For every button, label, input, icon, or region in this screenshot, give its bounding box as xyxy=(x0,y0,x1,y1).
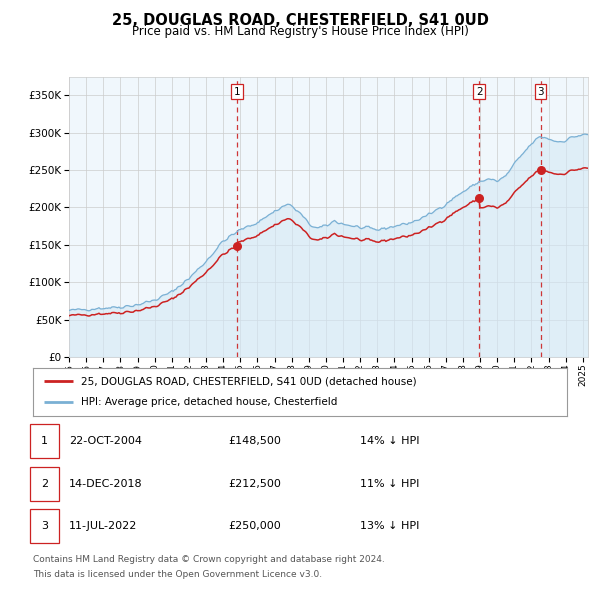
Text: Price paid vs. HM Land Registry's House Price Index (HPI): Price paid vs. HM Land Registry's House … xyxy=(131,25,469,38)
Text: 14-DEC-2018: 14-DEC-2018 xyxy=(69,479,143,489)
Text: 25, DOUGLAS ROAD, CHESTERFIELD, S41 0UD: 25, DOUGLAS ROAD, CHESTERFIELD, S41 0UD xyxy=(112,13,488,28)
Point xyxy=(232,241,242,251)
Text: 11-JUL-2022: 11-JUL-2022 xyxy=(69,522,137,531)
Text: 3: 3 xyxy=(537,87,544,97)
Text: 25, DOUGLAS ROAD, CHESTERFIELD, S41 0UD (detached house): 25, DOUGLAS ROAD, CHESTERFIELD, S41 0UD … xyxy=(81,376,416,386)
Text: 1: 1 xyxy=(234,87,241,97)
Text: 22-OCT-2004: 22-OCT-2004 xyxy=(69,437,142,446)
Text: 11% ↓ HPI: 11% ↓ HPI xyxy=(360,479,419,489)
Text: 2: 2 xyxy=(476,87,483,97)
Point xyxy=(475,194,484,203)
Text: £148,500: £148,500 xyxy=(228,437,281,446)
Text: Contains HM Land Registry data © Crown copyright and database right 2024.: Contains HM Land Registry data © Crown c… xyxy=(33,555,385,563)
Text: 3: 3 xyxy=(41,522,48,531)
Text: 14% ↓ HPI: 14% ↓ HPI xyxy=(360,437,419,446)
Text: This data is licensed under the Open Government Licence v3.0.: This data is licensed under the Open Gov… xyxy=(33,570,322,579)
Text: 13% ↓ HPI: 13% ↓ HPI xyxy=(360,522,419,531)
Text: HPI: Average price, detached house, Chesterfield: HPI: Average price, detached house, Ches… xyxy=(81,398,337,408)
Text: 1: 1 xyxy=(41,437,48,446)
Text: £212,500: £212,500 xyxy=(228,479,281,489)
Point xyxy=(536,165,545,175)
Text: 2: 2 xyxy=(41,479,48,489)
Text: £250,000: £250,000 xyxy=(228,522,281,531)
